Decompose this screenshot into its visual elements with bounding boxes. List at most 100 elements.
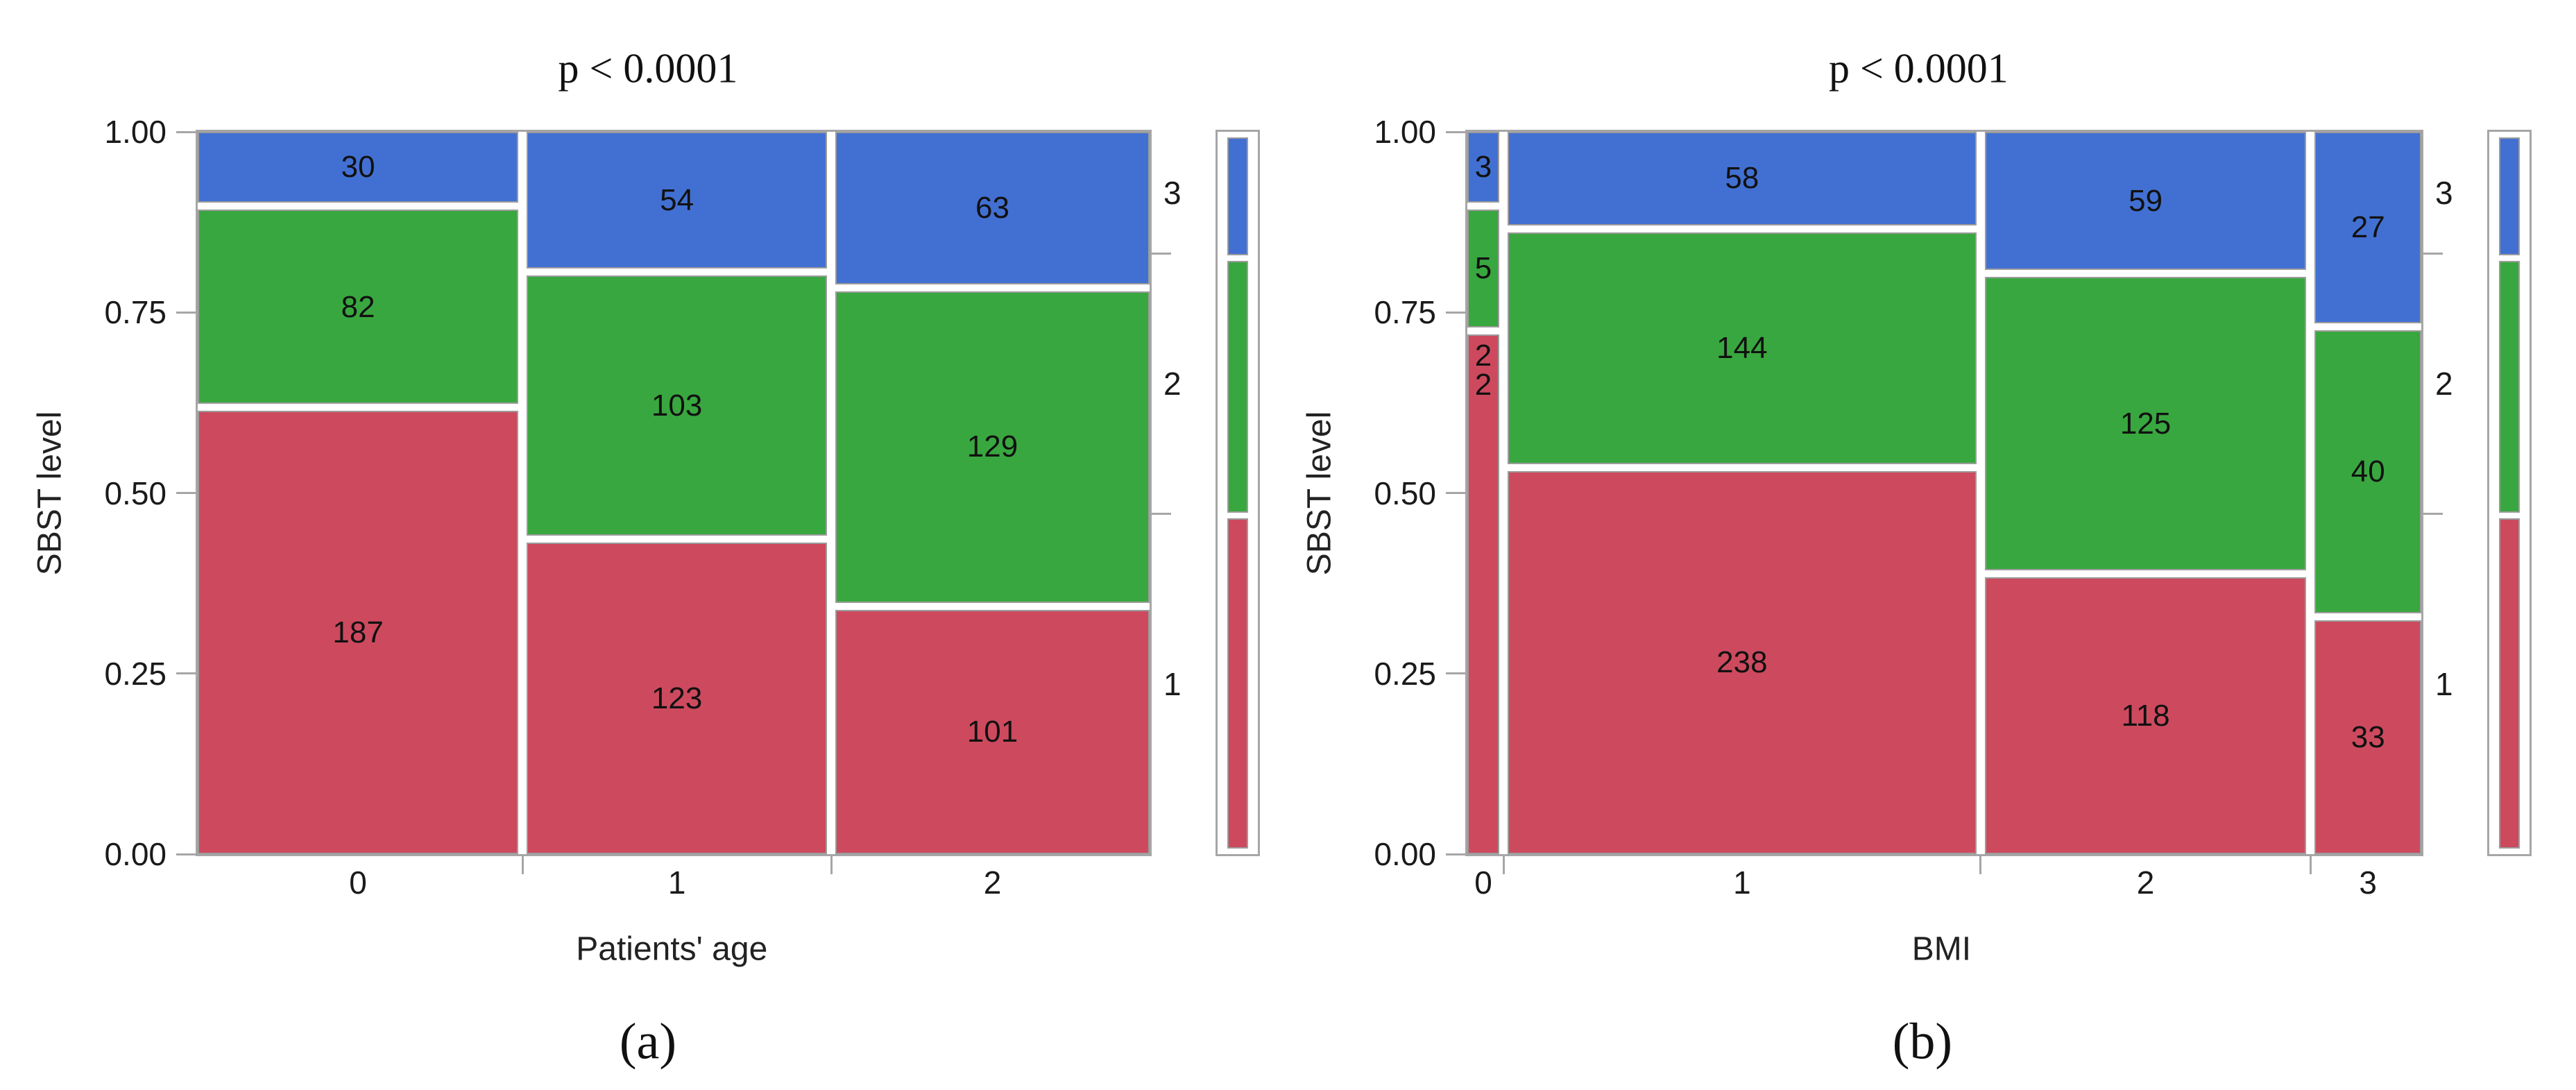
legend-segment <box>2499 261 2520 513</box>
mosaic-cell: 27 <box>2314 132 2421 323</box>
legend-bar <box>2487 130 2532 856</box>
cell-count: 58 <box>1725 161 1759 196</box>
x-tick <box>1502 856 1505 874</box>
cell-count: 27 <box>2351 210 2385 244</box>
cell-count: 82 <box>341 289 375 324</box>
x-axis-title: BMI <box>1911 930 1972 968</box>
y-tick-label: 0.75 <box>104 294 167 331</box>
y-tick-label: 0.00 <box>104 836 167 872</box>
right-axis-label: 1 <box>2435 665 2453 702</box>
cell-count: 125 <box>2119 406 2172 441</box>
legend-segment <box>2499 518 2520 849</box>
y-tick-label: 1.00 <box>1374 114 1436 150</box>
mosaic-cell: 3 <box>1467 132 1500 203</box>
mosaic-cell: 5 <box>1467 210 1500 328</box>
cell-count: 33 <box>2351 719 2385 754</box>
y-tick <box>176 130 196 133</box>
y-axis-title: SBST level <box>31 411 69 575</box>
y-tick <box>1446 492 1465 494</box>
cell-count: 187 <box>332 615 384 649</box>
cell-count: 40 <box>2351 454 2385 488</box>
mosaic-cell: 238 <box>1508 470 1977 854</box>
y-tick-label: 0.50 <box>1374 475 1436 511</box>
y-tick <box>176 492 196 494</box>
x-tick-label: 3 <box>2359 865 2378 901</box>
x-tick <box>1979 856 1982 874</box>
mosaic-cell: 144 <box>1508 232 1977 464</box>
right-axis-label: 3 <box>1163 174 1182 211</box>
right-axis-tick <box>2423 252 2443 255</box>
right-axis-label: 1 <box>1163 665 1182 702</box>
cell-count: 59 <box>2129 183 2163 218</box>
mosaic-cell: 54 <box>527 132 828 269</box>
mosaic-cell: 123 <box>527 543 828 854</box>
y-tick-label: 0.25 <box>1374 655 1436 692</box>
mosaic-cell: 58 <box>1508 132 1977 225</box>
cell-count: 238 <box>1716 645 1768 679</box>
x-tick-label: 0 <box>1474 865 1492 901</box>
y-tick <box>176 311 196 314</box>
x-tick <box>830 856 833 874</box>
mosaic-cell: 118 <box>1984 577 2307 854</box>
right-axis-label: 2 <box>2435 365 2453 402</box>
panel-caption: (b) <box>1892 1013 1953 1071</box>
y-tick-label: 0.00 <box>1374 836 1436 872</box>
x-tick <box>521 856 524 874</box>
cell-count: 5 <box>1474 251 1492 286</box>
mosaic-cell: 63 <box>835 132 1150 284</box>
y-tick-label: 1.00 <box>104 114 167 150</box>
cell-count: 144 <box>1716 330 1768 365</box>
mosaic-cell: 103 <box>527 275 828 536</box>
cell-count: 3 <box>1474 150 1492 185</box>
right-axis-tick <box>1152 252 1171 255</box>
cell-count: 30 <box>341 150 375 185</box>
cell-count: 129 <box>966 429 1018 464</box>
y-tick <box>1446 853 1465 855</box>
right-axis-label: 3 <box>2435 174 2453 211</box>
right-axis-label: 2 <box>1163 365 1182 402</box>
cell-count: 54 <box>660 182 694 217</box>
plot-frame <box>1465 130 2423 856</box>
x-tick-label: 2 <box>983 865 1002 901</box>
cell-count: 63 <box>975 190 1009 225</box>
y-tick <box>1446 311 1465 314</box>
legend-segment <box>1227 137 1248 256</box>
legend-segment <box>1227 261 1248 513</box>
x-tick-label: 1 <box>667 865 686 901</box>
cell-count: 101 <box>966 715 1018 749</box>
x-tick-label: 2 <box>2136 865 2155 901</box>
legend-segment <box>2499 137 2520 256</box>
y-tick <box>1446 672 1465 675</box>
x-axis-title: Patients' age <box>576 930 768 968</box>
mosaic-cell: 101 <box>835 610 1150 854</box>
x-tick-label: 0 <box>349 865 367 901</box>
right-axis-tick <box>2423 512 2443 515</box>
y-tick-label: 0.25 <box>104 655 167 692</box>
mosaic-cell: 125 <box>1984 277 2307 571</box>
legend-bar <box>1216 130 1260 856</box>
cell-count: 118 <box>2121 698 2170 733</box>
y-tick-label: 0.75 <box>1374 294 1436 331</box>
mosaic-cell: 40 <box>2314 330 2421 614</box>
mosaic-cell: 22 <box>1467 334 1500 854</box>
chart-title: p < 0.0001 <box>1828 45 2008 92</box>
cell-count: 123 <box>651 681 703 715</box>
legend-segment <box>1227 518 1248 849</box>
chart-title: p < 0.0001 <box>558 45 738 92</box>
panel-caption: (a) <box>619 1013 677 1071</box>
y-tick <box>1446 130 1465 133</box>
y-tick <box>176 853 196 855</box>
x-tick <box>2309 856 2312 874</box>
mosaic-cell: 33 <box>2314 620 2421 854</box>
mosaic-cell: 59 <box>1984 132 2307 271</box>
mosaic-cell: 187 <box>198 411 519 854</box>
cell-count: 103 <box>651 388 703 423</box>
cell-count: 22 <box>1474 339 1492 402</box>
y-tick <box>176 672 196 675</box>
plot-frame <box>196 130 1152 856</box>
y-axis-title: SBST level <box>1301 411 1338 575</box>
y-tick-label: 0.50 <box>104 475 167 511</box>
x-tick-label: 1 <box>1733 865 1751 901</box>
